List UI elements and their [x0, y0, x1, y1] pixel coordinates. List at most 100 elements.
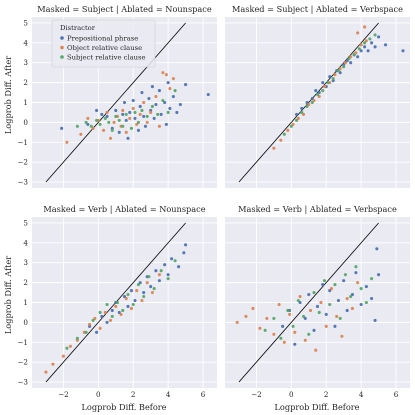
data-point	[301, 314, 306, 318]
data-point	[150, 85, 154, 89]
legend: Distractor Prepositional phrase Object r…	[51, 19, 156, 68]
plot-area	[238, 22, 405, 183]
y-tick-label: −2	[17, 158, 28, 167]
x-tick-label: 0	[96, 390, 101, 399]
data-point	[136, 120, 141, 124]
data-point	[177, 265, 181, 269]
data-point	[298, 294, 302, 299]
panel-4: −2 0 2 4 6 Masked = Verb | Ablated = Verbspac…	[225, 204, 410, 399]
data-point	[354, 271, 358, 275]
data-point	[103, 310, 107, 314]
data-point	[115, 300, 120, 305]
data-point	[293, 330, 297, 334]
panel-3: −2 0 2 4 6 −3 −2 −1 0 1 2 3 4 5 Masked = Verb | Ablate…	[17, 204, 217, 399]
data-point	[324, 324, 328, 328]
y-tick-label: −1	[17, 338, 28, 347]
data-point	[152, 116, 156, 120]
x-tick-label: 2	[324, 390, 329, 399]
y-tick-label: −3	[17, 378, 28, 387]
data-point	[335, 314, 339, 318]
data-point	[110, 128, 114, 132]
data-point	[184, 243, 188, 247]
data-point	[317, 310, 321, 314]
data-point	[135, 122, 139, 126]
data-point	[105, 114, 109, 118]
data-point	[322, 279, 327, 283]
data-point	[145, 281, 149, 285]
data-point	[340, 334, 344, 338]
data-point	[138, 104, 142, 109]
data-point	[131, 98, 135, 103]
data-point	[321, 89, 325, 93]
data-point	[303, 338, 307, 342]
data-point	[312, 98, 316, 103]
x-tick-label: 6	[201, 390, 206, 399]
y-tick-label: 0	[23, 318, 28, 327]
data-point	[124, 118, 128, 122]
data-point	[121, 308, 125, 313]
data-point	[295, 112, 299, 116]
panel-title: Masked = Subject | Ablated = Verbspace	[232, 4, 403, 14]
data-point	[164, 122, 168, 126]
data-point	[347, 57, 351, 61]
data-point	[354, 265, 358, 269]
data-point	[140, 108, 144, 112]
data-point	[142, 291, 146, 295]
data-point	[350, 293, 354, 297]
legend-label-prepositional: Prepositional phrase	[67, 35, 138, 43]
legend-label-object-relative: Object relative clause	[67, 44, 142, 52]
data-point	[86, 116, 90, 120]
data-point	[100, 112, 104, 116]
x-tick-label: 4	[166, 390, 171, 399]
data-point	[121, 108, 125, 112]
data-point	[272, 316, 276, 320]
data-point	[44, 370, 48, 374]
data-point	[145, 120, 149, 124]
data-point	[279, 336, 283, 340]
data-point	[321, 283, 325, 287]
data-point	[338, 71, 342, 75]
data-point	[305, 104, 309, 109]
data-point	[105, 110, 109, 114]
y-tick-label: 3	[23, 58, 28, 67]
data-point	[342, 65, 346, 69]
data-point	[326, 81, 330, 85]
x-axis-label-right: Logprob Diff. Before	[274, 402, 359, 412]
y-tick-label: 3	[23, 258, 28, 267]
identity-line	[45, 22, 186, 183]
data-point	[84, 330, 88, 334]
data-point	[121, 124, 125, 128]
data-point	[128, 116, 132, 120]
data-point	[370, 41, 374, 45]
data-point	[370, 296, 374, 301]
data-point	[154, 94, 158, 99]
data-point	[350, 306, 354, 311]
x-tick-label: 4	[359, 390, 364, 399]
data-point	[51, 362, 55, 366]
legend-marker-subject-relative	[60, 55, 64, 59]
data-point	[377, 35, 381, 39]
data-point	[364, 300, 368, 305]
data-point	[359, 43, 363, 47]
data-point	[122, 294, 127, 299]
data-point	[175, 110, 179, 114]
data-point	[124, 112, 128, 116]
data-point	[305, 100, 309, 105]
data-point	[171, 77, 175, 81]
data-point	[98, 326, 102, 330]
data-point	[307, 293, 311, 297]
data-point	[235, 320, 239, 324]
data-point	[107, 120, 111, 124]
data-point	[345, 59, 349, 63]
data-point	[296, 298, 300, 303]
data-point	[159, 269, 163, 273]
data-point	[291, 324, 295, 328]
data-point	[363, 25, 367, 29]
data-point	[300, 106, 304, 111]
data-point	[368, 37, 372, 41]
data-point	[168, 106, 172, 111]
data-point	[161, 71, 165, 75]
data-point	[154, 102, 158, 107]
data-point	[98, 310, 102, 314]
data-point	[184, 83, 188, 87]
